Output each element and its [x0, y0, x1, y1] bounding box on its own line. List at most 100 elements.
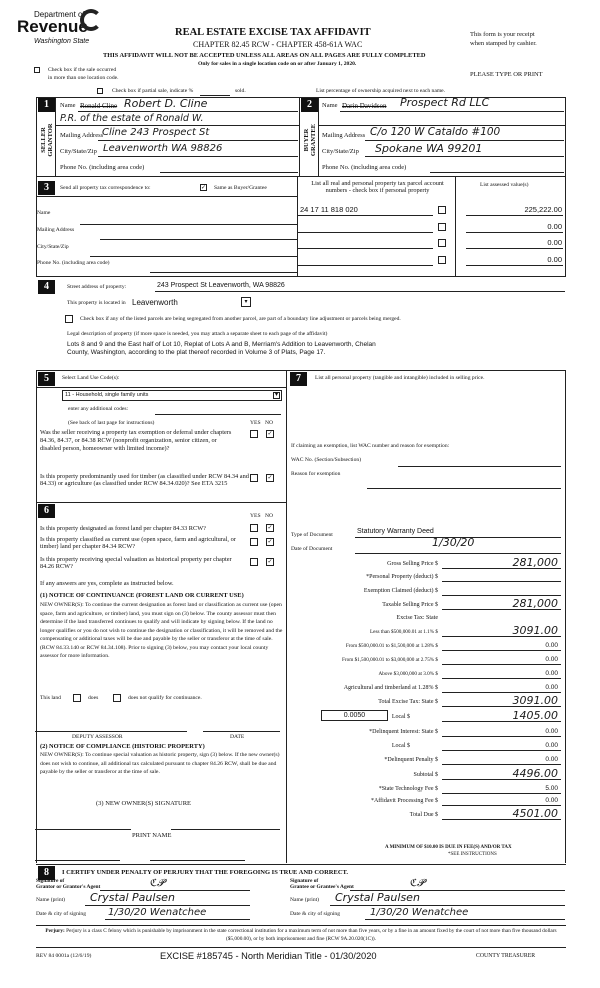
yes-checkbox[interactable]: [250, 474, 258, 482]
receipt-note-1: This form is your receipt: [470, 31, 535, 38]
location-dropdown-chevron-icon[interactable]: ▾: [241, 297, 251, 307]
tax-row-label: Local $: [391, 743, 410, 749]
print-name-field[interactable]: [35, 860, 120, 861]
buyer-phone-field[interactable]: [430, 172, 564, 173]
seller-name-line-2[interactable]: P.R. of the estate of Ronald W.: [60, 113, 204, 124]
underline: [340, 111, 564, 112]
legal-description-line-1[interactable]: Lots 8 and 9 and the East half of Lot 10…: [67, 341, 376, 348]
additional-codes-field[interactable]: [155, 414, 281, 415]
doc-date-field[interactable]: 1/30/20: [432, 536, 475, 549]
partial-sale-checkbox[interactable]: [97, 88, 103, 94]
date-label: DATE: [230, 734, 245, 740]
new-owner-signature-field[interactable]: [35, 829, 131, 830]
assessed-value-field[interactable]: 225,222.00: [524, 205, 562, 214]
yes-checkbox[interactable]: [250, 538, 258, 546]
tax-row-value[interactable]: 4501.00: [512, 807, 559, 820]
land-use-select[interactable]: 11 - Household, single family units ▾: [62, 390, 282, 401]
question-exemption: Was the seller receiving a property tax …: [40, 429, 232, 453]
revenue-logo-text: Revenue: [17, 17, 88, 36]
assessor-date[interactable]: [203, 731, 280, 732]
grantor-name-field[interactable]: Crystal Paulsen: [90, 891, 175, 904]
tax-row-value[interactable]: 0.00: [545, 684, 558, 691]
yes-checkbox[interactable]: [250, 558, 258, 566]
correspondence-name-field[interactable]: [80, 224, 297, 225]
correspondence-phone-field[interactable]: [150, 272, 297, 273]
tax-row-value[interactable]: 0.00: [545, 728, 558, 735]
no-checkbox[interactable]: ✓: [266, 474, 274, 482]
grantor-signature[interactable]: ℭ𝓟: [150, 878, 165, 889]
reason-field[interactable]: [367, 488, 561, 489]
street-label: Street address of property:: [67, 284, 127, 290]
minimum-note: A MINIMUM OF $10.00 IS DUE IN FEE(S) AND…: [385, 845, 512, 850]
tax-row-value[interactable]: 0.00: [545, 670, 558, 677]
tax-row-value[interactable]: 1405.00: [512, 709, 559, 722]
does-not-qualify-checkbox[interactable]: [113, 694, 121, 702]
tax-row-value[interactable]: 281,000: [512, 597, 559, 610]
doc-type-field[interactable]: Statutory Warranty Deed: [357, 528, 434, 535]
yes-checkbox[interactable]: [250, 524, 258, 532]
correspondence-mail-label: Mailing Address: [37, 227, 75, 233]
correspondence-city-field[interactable]: [90, 256, 297, 257]
no-checkbox[interactable]: ✓: [266, 430, 274, 438]
seller-phone-field[interactable]: [160, 172, 298, 173]
segregated-label: Check box if any of the listed parcels a…: [80, 316, 401, 322]
tax-row-value[interactable]: 0.00: [545, 797, 558, 804]
deputy-assessor-signature[interactable]: [35, 731, 187, 732]
legal-description-line-2[interactable]: County, Washington, according to the pla…: [67, 349, 326, 356]
assessed-value-field[interactable]: 0.00: [547, 221, 562, 231]
underline: [319, 125, 565, 126]
personal-property-checkbox[interactable]: [438, 222, 446, 231]
parcel-number-field[interactable]: 24 17 11 818 020: [300, 205, 358, 214]
tax-row-value[interactable]: 3091.00: [512, 694, 559, 707]
seller-mail-field[interactable]: Cline 243 Prospect St: [102, 127, 210, 138]
partial-pct-field[interactable]: [200, 95, 230, 96]
print-name-field-2[interactable]: [150, 860, 245, 861]
see-back-note: (See back of last page for instructions): [68, 420, 155, 426]
seller-name-label: Name: [60, 102, 76, 109]
grantee-name-field[interactable]: Crystal Paulsen: [335, 891, 420, 904]
no-checkbox[interactable]: ✓: [266, 538, 274, 546]
qualifies-checkbox[interactable]: [73, 694, 81, 702]
tax-row-value[interactable]: 3091.00: [512, 624, 559, 637]
personal-property-checkbox[interactable]: [438, 239, 446, 247]
land-use-chevron-icon[interactable]: ▾: [273, 392, 280, 399]
street-field[interactable]: 243 Prospect St Leavenworth, WA 98826: [157, 282, 285, 289]
grantee-date-field[interactable]: 1/30/20 Wenatchee: [370, 907, 469, 918]
correspondence-mail-field[interactable]: [100, 239, 297, 240]
grantor-date-field[interactable]: 1/30/20 Wenatchee: [108, 907, 207, 918]
buyer-city-field[interactable]: Spokane WA 99201: [375, 142, 483, 155]
assessed-value-field[interactable]: 0.00: [547, 238, 562, 247]
location-select[interactable]: Leavenworth: [132, 298, 178, 307]
personal-property-checkbox[interactable]: [438, 206, 446, 214]
personal-property-checkbox[interactable]: [438, 255, 446, 264]
tax-row-value[interactable]: 5.00: [545, 785, 558, 792]
same-as-buyer-label: Same as Buyer/Grantee: [214, 185, 267, 191]
section-1-number: 1: [38, 98, 55, 112]
assessed-value-field[interactable]: 0.00: [547, 254, 562, 264]
tax-row-label: *Delinquent Interest: State $: [369, 729, 438, 735]
tax-row-value[interactable]: 0.00: [545, 756, 558, 763]
tax-row-value[interactable]: 4496.00: [512, 767, 559, 780]
form-chapter: CHAPTER 82.45 RCW - CHAPTER 458-61A WAC: [193, 40, 363, 49]
correspondence-city-label: City/State/Zip: [37, 244, 69, 250]
segregated-checkbox[interactable]: [65, 315, 73, 323]
section-6-number: 6: [38, 504, 55, 518]
tax-row-value[interactable]: 0.00: [545, 742, 558, 749]
same-as-buyer-checkbox[interactable]: ✓: [200, 184, 207, 191]
buyer-mail-field[interactable]: C/o 120 W Cataldo #100: [370, 126, 501, 138]
yes-checkbox[interactable]: [250, 430, 258, 438]
tax-row-value[interactable]: 0.00: [545, 656, 558, 663]
no-checkbox[interactable]: ✓: [266, 524, 274, 532]
no-checkbox[interactable]: ✓: [266, 558, 274, 566]
local-rate-field[interactable]: 0.0050: [321, 710, 388, 721]
seller-name-field[interactable]: Robert D. Cline: [124, 97, 208, 110]
multi-location-checkbox[interactable]: [34, 67, 40, 73]
wac-field[interactable]: [398, 466, 561, 467]
seller-city-field[interactable]: Leavenworth WA 98826: [103, 143, 223, 154]
grantee-signature[interactable]: ℭ𝓟: [410, 878, 425, 889]
buyer-name-field[interactable]: Prospect Rd LLC: [400, 96, 490, 109]
tax-row-value[interactable]: 0.00: [545, 642, 558, 649]
tax-row-value[interactable]: 281,000: [512, 556, 559, 569]
land-use-label: Select Land Use Code(s):: [62, 375, 120, 381]
new-owner-signature-field-2[interactable]: [171, 829, 280, 830]
